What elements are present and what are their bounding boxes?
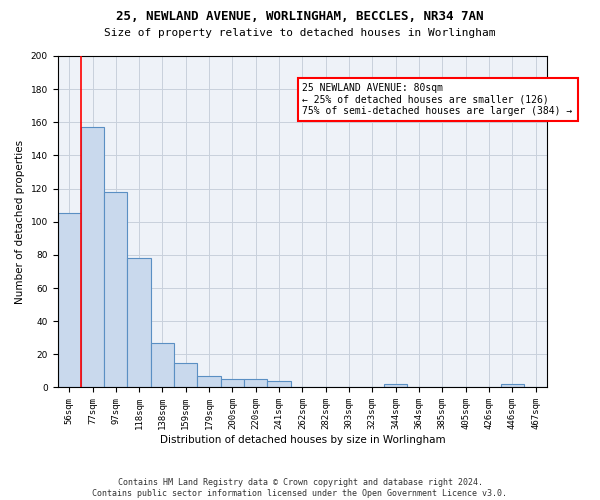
Text: 25, NEWLAND AVENUE, WORLINGHAM, BECCLES, NR34 7AN: 25, NEWLAND AVENUE, WORLINGHAM, BECCLES,… — [116, 10, 484, 23]
Bar — [151, 342, 174, 388]
Bar — [174, 362, 197, 388]
Bar — [81, 128, 104, 388]
Bar — [58, 214, 81, 388]
X-axis label: Distribution of detached houses by size in Worlingham: Distribution of detached houses by size … — [160, 435, 445, 445]
Y-axis label: Number of detached properties: Number of detached properties — [15, 140, 25, 304]
Text: 25 NEWLAND AVENUE: 80sqm
← 25% of detached houses are smaller (126)
75% of semi-: 25 NEWLAND AVENUE: 80sqm ← 25% of detach… — [302, 82, 572, 116]
Bar — [127, 258, 151, 388]
Bar — [197, 376, 221, 388]
Text: Size of property relative to detached houses in Worlingham: Size of property relative to detached ho… — [104, 28, 496, 38]
Bar — [104, 192, 127, 388]
Bar — [268, 381, 291, 388]
Text: Contains HM Land Registry data © Crown copyright and database right 2024.
Contai: Contains HM Land Registry data © Crown c… — [92, 478, 508, 498]
Bar — [221, 379, 244, 388]
Bar — [500, 384, 524, 388]
Bar — [384, 384, 407, 388]
Bar — [244, 379, 268, 388]
